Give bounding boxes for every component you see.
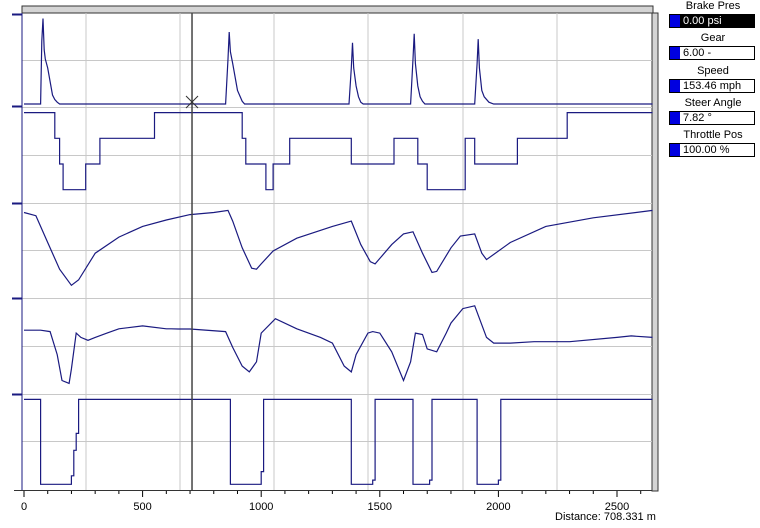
x-axis-ticks: 0 500 1000 1500 2000 2500 (21, 491, 642, 513)
channel-value-box[interactable]: 153.46 mph (669, 79, 755, 93)
channel-value-box[interactable]: 6.00 - (669, 46, 755, 60)
x-tick-label: 2000 (486, 501, 510, 513)
channel-value: 153.46 mph (683, 80, 742, 92)
x-tick-label: 500 (133, 501, 151, 513)
channel-value: 6.00 - (683, 47, 712, 59)
channel-traces (23, 18, 653, 485)
color-swatch-icon (670, 80, 680, 92)
x-tick-label: 2500 (605, 501, 629, 513)
grid (22, 13, 652, 490)
color-swatch-icon (670, 47, 680, 59)
channel-value-box[interactable]: 100.00 % (669, 143, 755, 157)
x-tick-label: 0 (21, 501, 27, 513)
color-swatch-icon (670, 112, 680, 124)
x-tick-label: 1000 (249, 501, 273, 513)
distance-status: Distance: 708.331 m (555, 511, 656, 523)
channel-value-box[interactable]: 0.00 psi (669, 14, 755, 28)
trace-speed (23, 209, 653, 287)
channel-value: 0.00 psi (683, 15, 722, 27)
trace-throttle-pos (24, 398, 653, 485)
right-scrollbar[interactable] (651, 12, 659, 492)
x-tick-label: 1500 (368, 501, 392, 513)
channel-value: 7.82 ° (683, 112, 712, 124)
trace-gear (24, 111, 653, 191)
channel-value-box[interactable]: 7.82 ° (669, 111, 755, 125)
channel-label: Throttle Pos (683, 129, 743, 141)
trace-steer-angle (24, 305, 653, 385)
trace-brake-pres (24, 18, 653, 105)
channel-label: Speed (697, 65, 729, 77)
cursor-line[interactable] (185, 13, 199, 490)
channel-label: Brake Pres (685, 0, 741, 12)
channel-separator-marks (12, 13, 22, 396)
color-swatch-icon (670, 144, 680, 156)
top-scrollbar[interactable] (21, 5, 654, 14)
channel-label: Steer Angle (684, 97, 742, 109)
channel-label: Gear (700, 32, 726, 44)
color-swatch-icon (670, 15, 680, 27)
channel-value: 100.00 % (683, 144, 730, 156)
